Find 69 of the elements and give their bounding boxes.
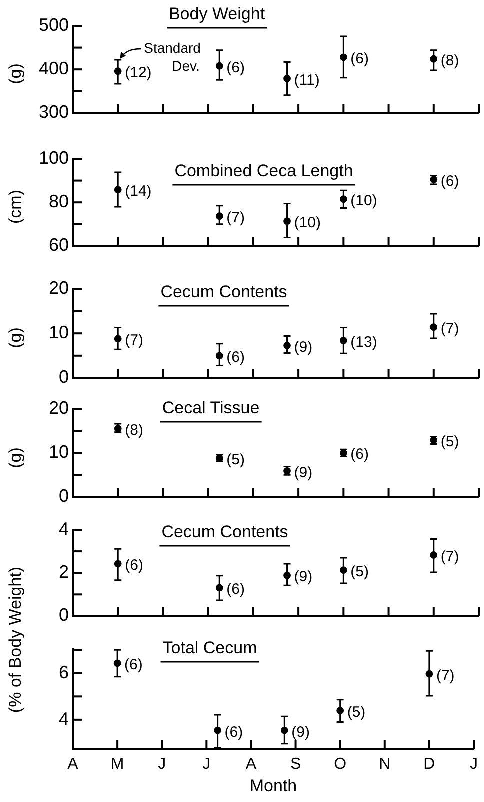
annotation: (12) xyxy=(125,64,152,82)
annotation: (9) xyxy=(292,724,310,741)
y-axis-title: (% of Body Weight) xyxy=(6,566,26,713)
annotation: (10) xyxy=(350,192,378,210)
annotation: (13) xyxy=(350,334,378,351)
annotation: (6) xyxy=(226,581,245,598)
annotation: (5) xyxy=(440,433,460,450)
y-tick-label: 100 xyxy=(38,148,69,168)
annotation: (9) xyxy=(294,568,313,586)
y-tick-label: 2 xyxy=(58,562,69,582)
annotation: (6) xyxy=(224,724,244,741)
annotation: (8) xyxy=(125,422,144,439)
y-tick-label: 20 xyxy=(48,278,69,298)
y-axis-title: (cm) xyxy=(6,190,26,224)
annotation: (6) xyxy=(125,557,144,574)
annotation: (7) xyxy=(226,209,245,226)
annotation: (8) xyxy=(440,52,460,70)
x-tick-label: D xyxy=(424,756,436,774)
annotation: (5) xyxy=(347,704,366,721)
y-tick-label: 500 xyxy=(38,14,69,35)
annotation: (5) xyxy=(226,452,245,469)
y-tick-label: 400 xyxy=(38,58,69,79)
annotation: (6) xyxy=(440,172,460,190)
y-tick-label: 300 xyxy=(38,102,69,122)
chart-title: Cecal Tissue xyxy=(162,398,260,418)
x-tick-label: J xyxy=(158,756,166,774)
x-tick-label: M xyxy=(110,756,124,774)
annotation: (14) xyxy=(125,183,152,200)
chart-title: Cecum Contents xyxy=(162,522,288,542)
annotation: (7) xyxy=(436,667,455,684)
annotation: (5) xyxy=(350,563,370,580)
y-axis-title: (g) xyxy=(6,328,26,348)
x-tick-label: A xyxy=(68,756,79,774)
x-tick-label: N xyxy=(379,756,391,774)
annotation: (9) xyxy=(294,338,313,356)
x-tick-label: S xyxy=(290,756,302,774)
y-tick-label: 4 xyxy=(58,518,69,539)
annotation: (6) xyxy=(226,349,245,366)
y-axis-title: (g) xyxy=(6,447,26,468)
y-tick-label: 0 xyxy=(58,605,69,626)
annotation: (7) xyxy=(125,332,144,350)
annotation: (7) xyxy=(440,548,460,566)
x-tick-label: A xyxy=(246,756,257,774)
chart-title: Body Weight xyxy=(168,4,266,24)
x-tick-label: O xyxy=(334,756,347,774)
y-tick-label: 20 xyxy=(48,398,69,418)
annotation: (10) xyxy=(294,214,321,232)
chart-title: Cecum Contents xyxy=(160,282,288,302)
annotation: (7) xyxy=(440,320,460,338)
annotation: (6) xyxy=(226,59,245,76)
y-tick-label: 4 xyxy=(58,708,69,729)
y-tick-label: 10 xyxy=(48,322,69,343)
y-tick-label: 0 xyxy=(58,486,69,506)
y-axis-title: (g) xyxy=(6,64,26,84)
y-tick-label: 60 xyxy=(48,235,69,256)
annotation: (6) xyxy=(350,446,370,464)
y-tick-label: 6 xyxy=(58,662,69,682)
annotation: (9) xyxy=(294,464,313,482)
y-tick-label: 10 xyxy=(48,442,69,462)
y-tick-label: 0 xyxy=(58,367,69,388)
chart-title: Total Cecum xyxy=(162,638,258,658)
x-tick-label: J xyxy=(202,756,211,774)
annotation: (6) xyxy=(124,656,143,674)
annotation: (11) xyxy=(294,72,320,89)
annotation: (6) xyxy=(350,50,370,68)
x-axis-title: Month xyxy=(250,776,298,796)
chart-title: Combined Ceca Length xyxy=(174,162,354,181)
y-tick-label: 80 xyxy=(48,192,69,212)
x-tick-label: J xyxy=(470,756,478,774)
